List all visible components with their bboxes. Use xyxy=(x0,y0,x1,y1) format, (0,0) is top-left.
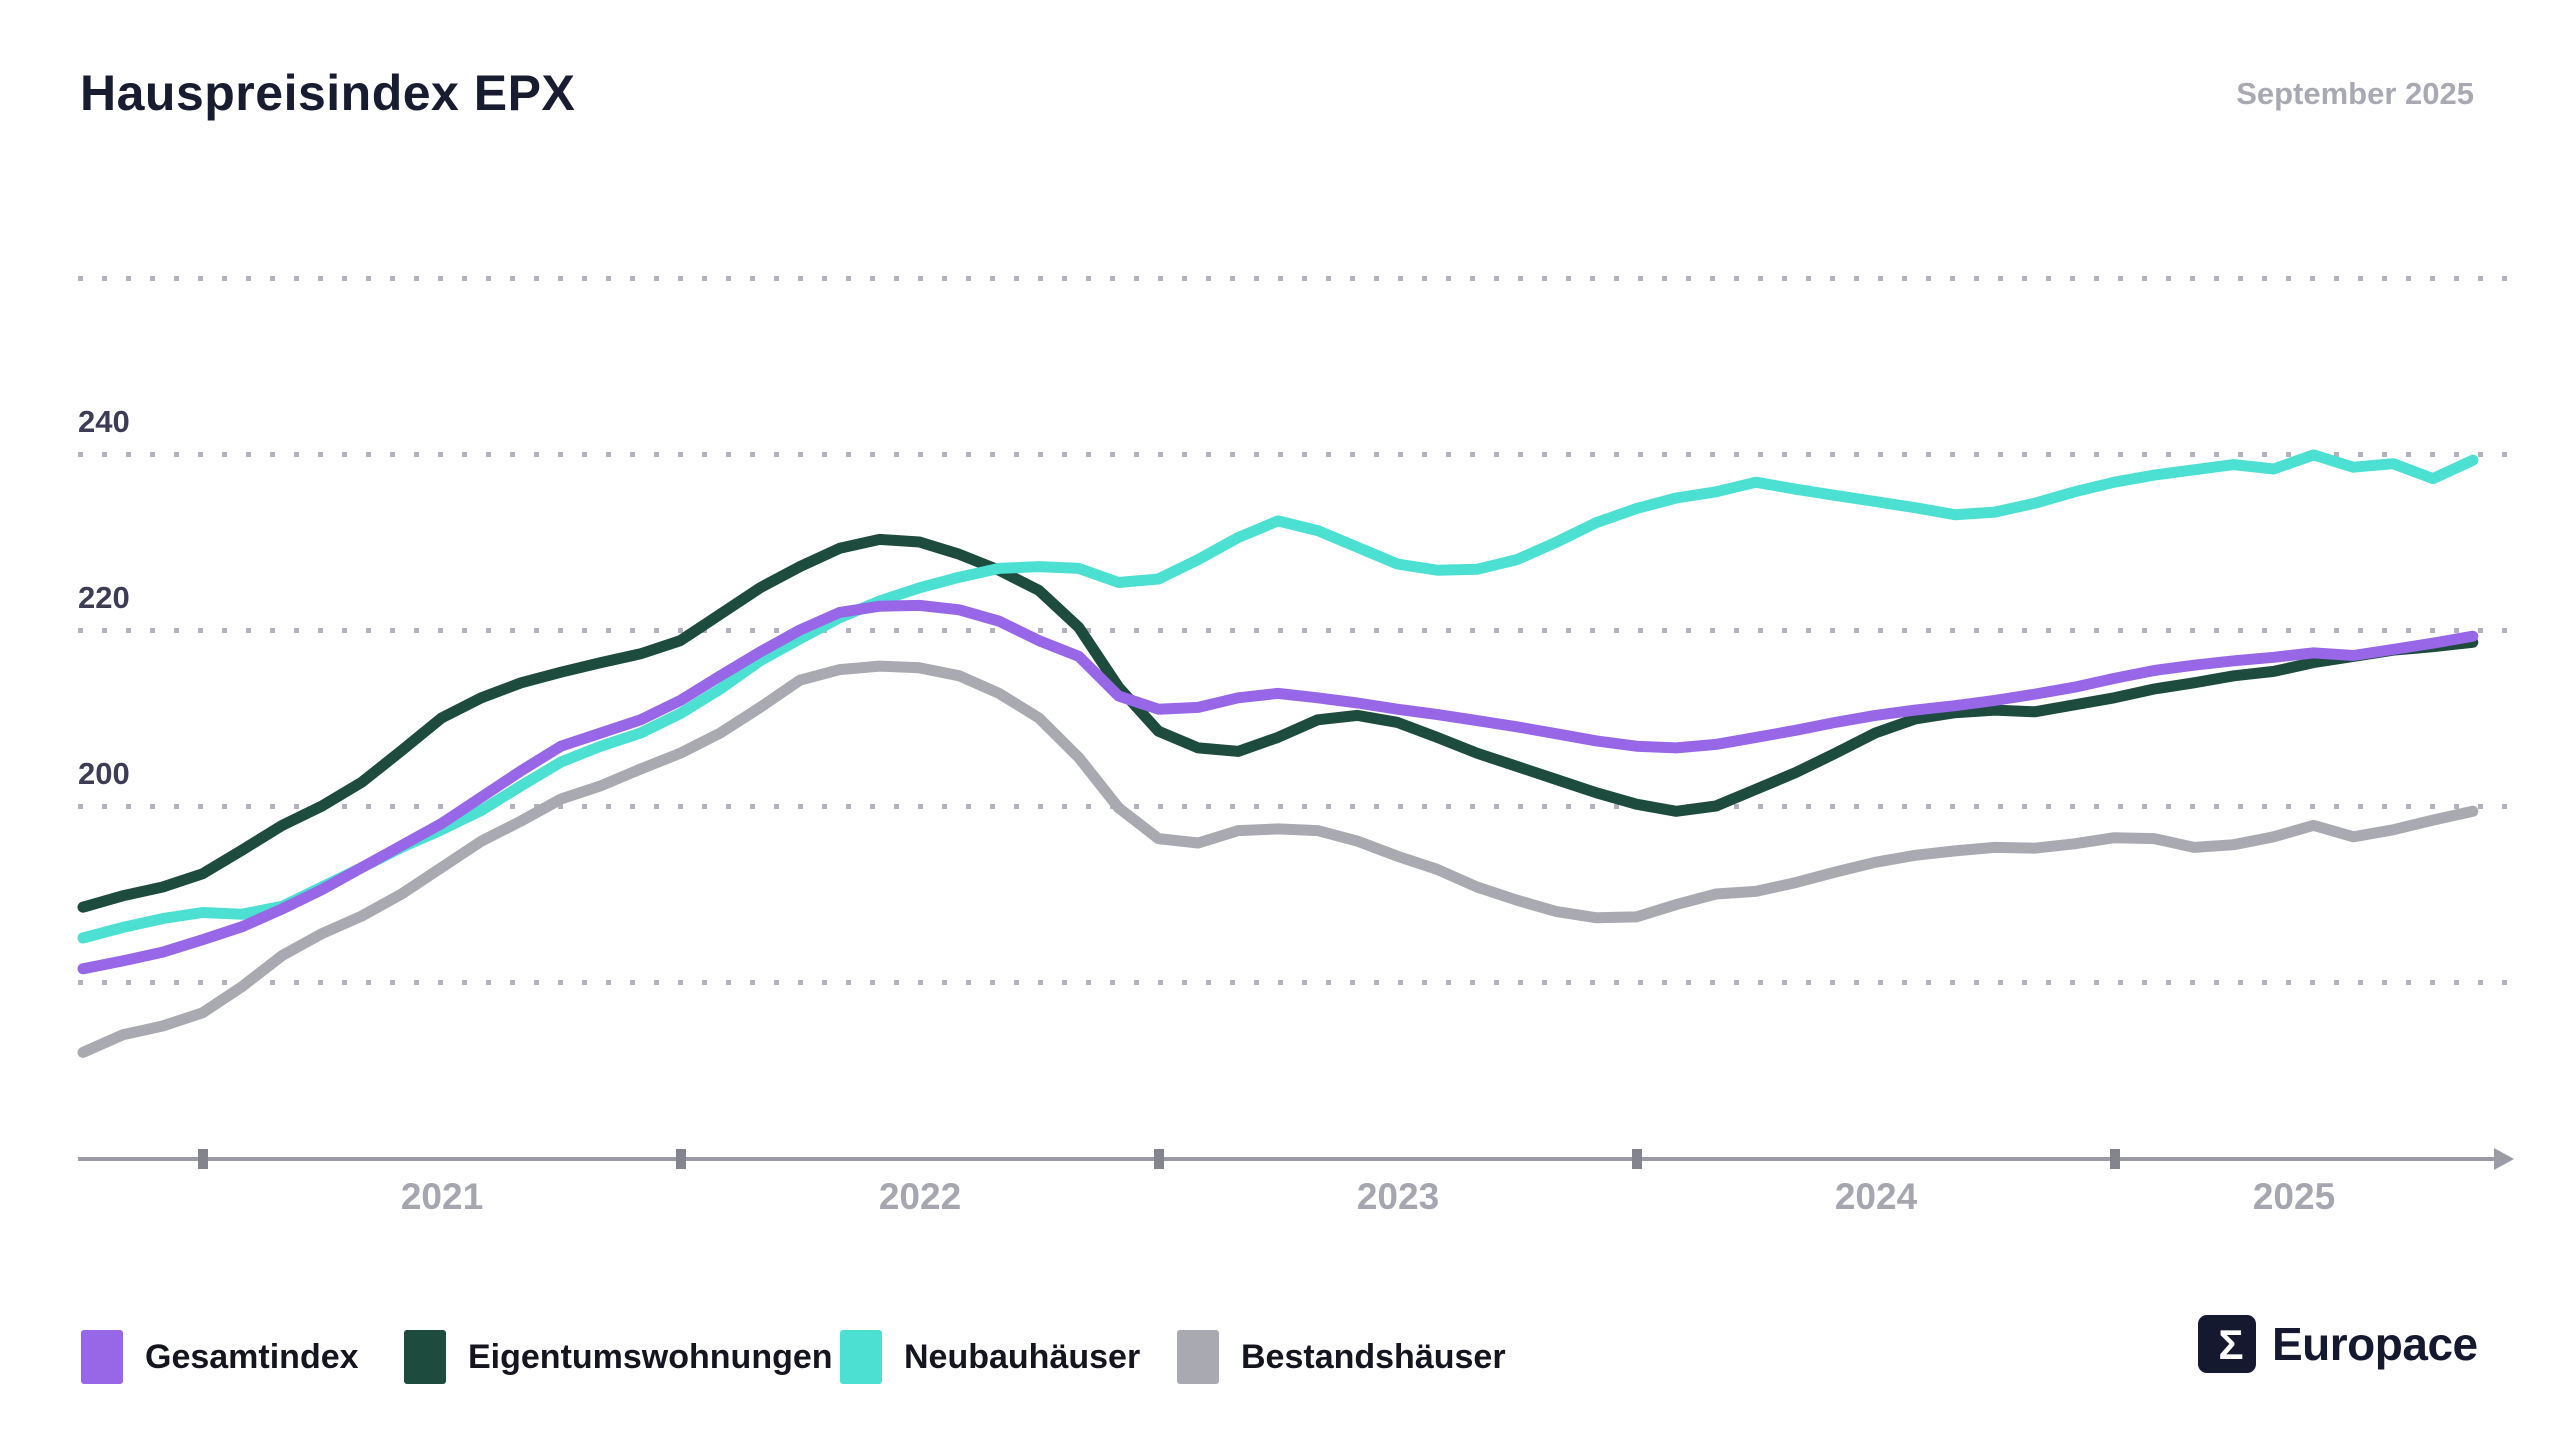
page-title: Hauspreisindex EPX xyxy=(80,65,576,121)
series-line-gesamtindex xyxy=(77,599,2479,975)
y-axis-label-220: 220 xyxy=(78,580,130,615)
legend-swatch xyxy=(81,1330,123,1384)
legend-label: Neubauhäuser xyxy=(904,1337,1141,1376)
x-axis-label-2023: 2023 xyxy=(1356,1176,1440,1217)
series-line-bestandshaeuser xyxy=(77,660,2479,1058)
legend-item-eigentumswohnungen: Eigentumswohnungen xyxy=(404,1330,833,1384)
gridline-180 xyxy=(78,980,2516,985)
series-line-neubauhaeuser xyxy=(77,449,2479,944)
report-date-label: September 2025 xyxy=(2236,76,2474,111)
legend-item-gesamtindex: Gesamtindex xyxy=(81,1330,359,1384)
gridline-200 xyxy=(78,804,2516,809)
x-tick-2023 xyxy=(1154,1149,1164,1169)
europace-logo-text: Europace xyxy=(2272,1318,2478,1370)
x-axis-label-2022: 2022 xyxy=(878,1176,962,1217)
x-axis-label-2024: 2024 xyxy=(1834,1176,1918,1217)
x-axis-label-2021: 2021 xyxy=(400,1176,484,1217)
gridline-220 xyxy=(78,628,2516,633)
legend-label: Eigentumswohnungen xyxy=(468,1337,833,1376)
x-axis-label-2025: 2025 xyxy=(2252,1176,2336,1217)
europace-logo-mark-sigma-icon: Σ xyxy=(2198,1315,2256,1373)
x-tick-2022 xyxy=(676,1149,686,1169)
y-axis-label-200: 200 xyxy=(78,756,130,791)
x-tick-2021 xyxy=(198,1149,208,1169)
x-axis-arrow-icon xyxy=(2494,1148,2514,1170)
x-tick-2025 xyxy=(2110,1149,2120,1169)
legend-swatch xyxy=(404,1330,446,1384)
x-tick-2024 xyxy=(1632,1149,1642,1169)
legend-swatch xyxy=(1177,1330,1219,1384)
series-line-eigentumswohnungen xyxy=(77,533,2479,913)
x-axis-line xyxy=(78,1157,2496,1161)
y-axis-label-240: 240 xyxy=(78,404,130,439)
legend-item-bestandshaeuser: Bestandshäuser xyxy=(1177,1330,1506,1384)
gridline-260 xyxy=(78,276,2516,281)
legend-label: Gesamtindex xyxy=(145,1337,359,1376)
legend-swatch xyxy=(840,1330,882,1384)
svg-text:Σ: Σ xyxy=(2218,1321,2243,1368)
legend-item-neubauhaeuser: Neubauhäuser xyxy=(840,1330,1140,1384)
europace-logo: Σ Europace xyxy=(2198,1315,2478,1373)
legend-label: Bestandshäuser xyxy=(1241,1337,1506,1376)
gridline-240 xyxy=(78,452,2516,457)
